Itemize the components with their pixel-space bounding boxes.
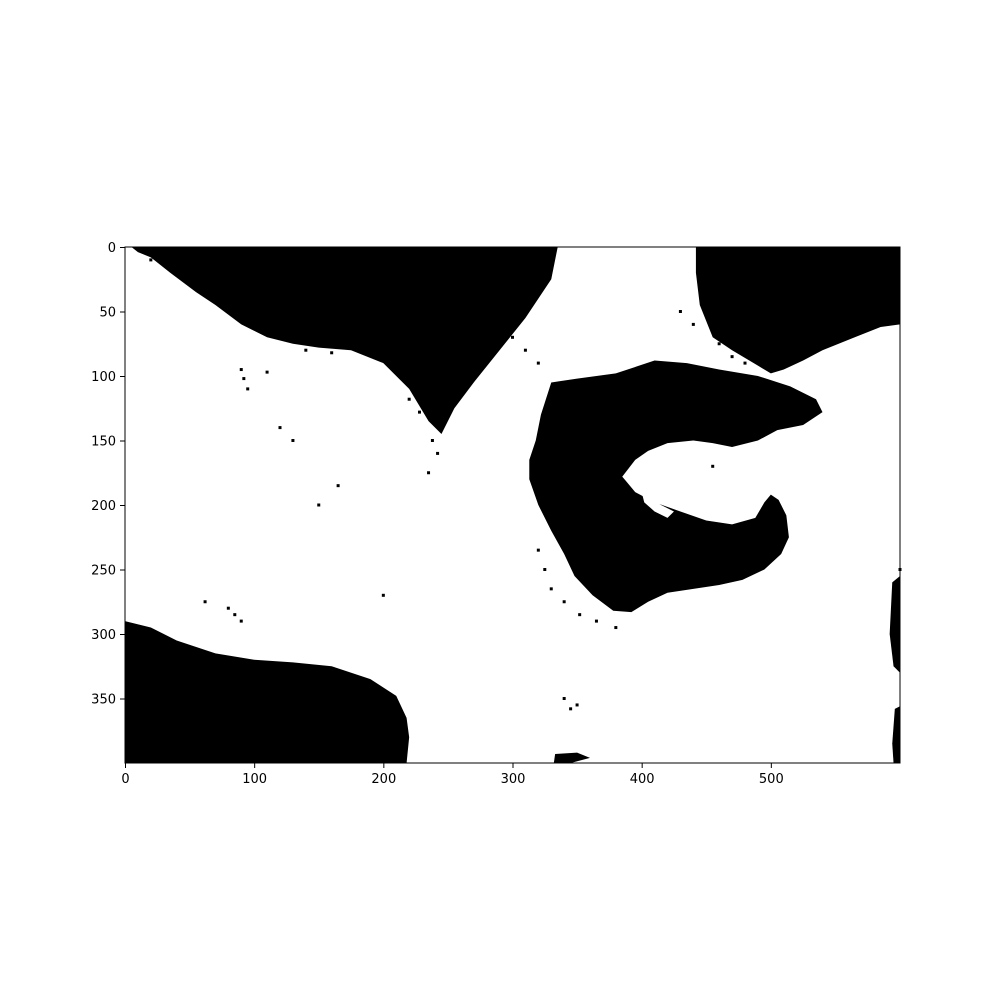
mask-speckle: [821, 284, 824, 288]
mask-speckle: [678, 310, 682, 313]
mask-speckle: [203, 600, 207, 604]
mask-speckle: [840, 297, 844, 301]
central-inner-hole-2: [641, 492, 674, 518]
plot-area: [124, 246, 902, 764]
mask-speckle: [233, 613, 237, 617]
y-tick-label: 350: [91, 693, 116, 708]
mask-speckle: [175, 264, 179, 268]
mask-speckle: [717, 342, 721, 346]
mask-speckle: [594, 619, 598, 623]
mask-speckle: [330, 351, 334, 355]
mask-speckle: [578, 613, 582, 617]
mask-speckle: [562, 697, 566, 700]
mask-speckle: [246, 387, 250, 391]
y-tick-label: 50: [99, 306, 116, 321]
mask-speckle: [336, 484, 340, 488]
mask-speckle: [536, 361, 540, 365]
mask-speckle: [201, 284, 204, 288]
mask-speckle: [242, 377, 246, 381]
mask-speckle: [523, 348, 527, 352]
bottom-center-speck: [553, 752, 590, 763]
central-c-shape: [529, 360, 823, 613]
mask-speckle: [536, 548, 540, 552]
mask-speckle: [436, 451, 440, 455]
mask-speckle: [291, 439, 295, 442]
x-axis: 0 100 200 300 400 500: [121, 763, 784, 787]
mask-speckle: [569, 707, 573, 711]
right-edge-strip: [889, 575, 900, 673]
mask-speckle: [691, 322, 695, 326]
mask-speckle: [575, 703, 579, 707]
mask-speckle: [730, 355, 734, 359]
mask-speckle: [427, 471, 431, 475]
x-tick-label: 500: [759, 772, 784, 787]
mask-speckle: [381, 593, 385, 597]
bottom-left-landmass: [125, 621, 410, 763]
y-tick-label: 100: [91, 370, 116, 385]
y-tick-label: 300: [91, 628, 116, 643]
mask-speckle: [543, 568, 547, 571]
top-left-landmass: [125, 247, 558, 435]
mask-speckle: [498, 322, 502, 326]
y-axis: 0 50 100 150 200 250 300 350: [91, 241, 125, 708]
mask-speckle: [827, 284, 831, 288]
mask-speckles: [149, 258, 902, 711]
x-tick-label: 400: [630, 772, 655, 787]
x-tick-label: 200: [371, 772, 396, 787]
mask-speckle: [239, 368, 243, 372]
y-tick-label: 250: [91, 564, 116, 579]
mask-speckle: [418, 410, 421, 414]
mask-speckle: [743, 361, 747, 365]
mask-speckle: [604, 480, 607, 484]
y-tick-label: 150: [91, 435, 116, 450]
mask-speckle: [562, 600, 566, 604]
mask-regions: [125, 247, 900, 763]
mask-speckle: [149, 258, 153, 262]
mask-speckle: [430, 439, 434, 442]
mask-speckle: [356, 322, 359, 326]
top-right-landmass: [695, 247, 900, 374]
x-tick-label: 0: [121, 772, 129, 787]
mask-speckle: [511, 335, 514, 339]
central-inner-hole: [622, 463, 658, 486]
mask-speckle: [304, 348, 308, 352]
mask-speckle: [265, 370, 269, 374]
x-tick-label: 100: [242, 772, 267, 787]
y-tick-label: 200: [91, 499, 116, 514]
mask-speckle: [833, 290, 837, 294]
mask-speckle: [711, 464, 715, 468]
mask-speckle: [278, 426, 282, 430]
bottom-right-speck: [892, 706, 900, 763]
mask-speckle: [407, 397, 411, 401]
mask-speckle: [549, 587, 553, 591]
x-tick-label: 300: [501, 772, 526, 787]
mask-speckle: [356, 346, 359, 350]
mask-speckle: [226, 606, 230, 610]
mask-speckle: [614, 626, 618, 630]
mask-speckle: [588, 451, 592, 455]
y-tick-label: 0: [108, 241, 116, 256]
mask-speckle: [582, 454, 586, 458]
mask-speckle: [239, 619, 243, 623]
mask-speckle: [317, 503, 321, 507]
